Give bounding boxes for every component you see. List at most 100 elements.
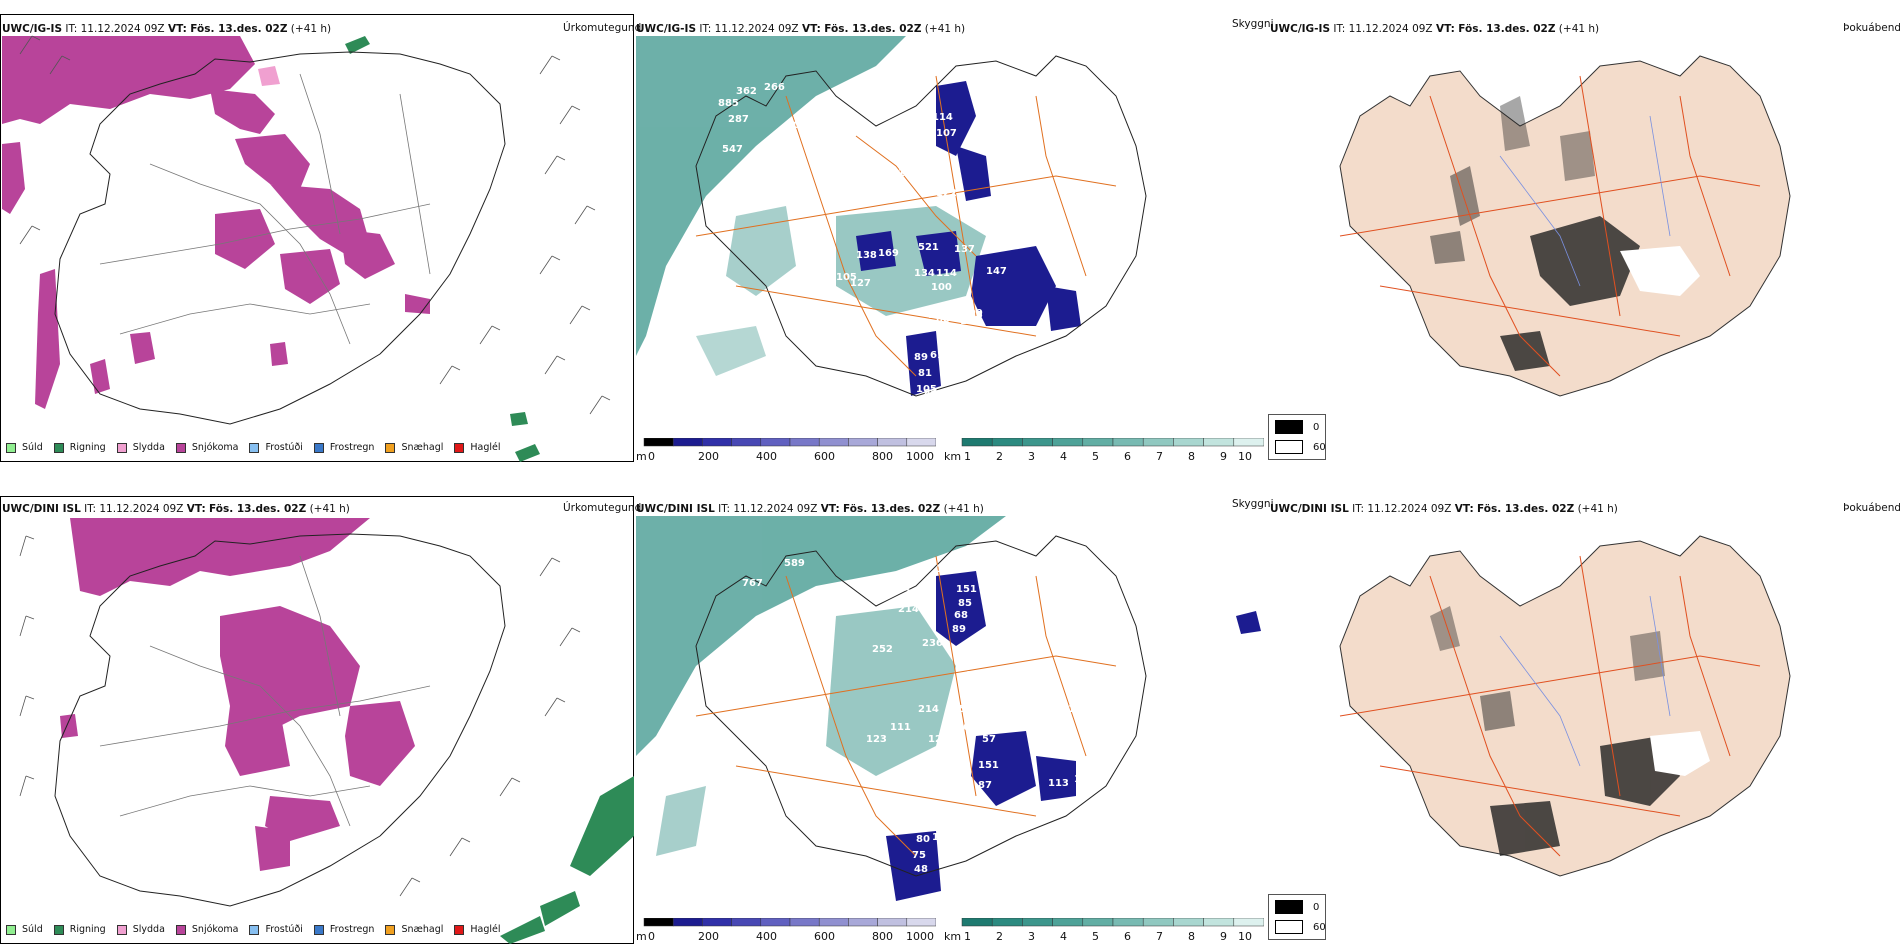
cloudbase-value-label: 91: [1118, 704, 1132, 715]
cloudbase-value-label: 89: [952, 624, 966, 635]
cloudbase-value-label: 134: [914, 268, 935, 279]
fog-legend-label: 0: [1313, 421, 1320, 433]
legend-item-frostudi: Frostúði: [249, 924, 303, 935]
colorbar-swatch: [1173, 918, 1204, 927]
cloudbase-value-label: 129: [912, 174, 933, 185]
top-fog-map: [1339, 55, 1791, 397]
lead-time: (+41 h): [943, 503, 984, 515]
colorbar-tick: 4: [1060, 450, 1067, 463]
cloudbase-value-label: 138: [856, 250, 877, 261]
top-fog-header: UWC/IG-IS IT: 11.12.2024 09Z VT: Fös. 13…: [1270, 22, 1599, 36]
roads: [695, 555, 1117, 857]
fog-dark: [1430, 606, 1680, 856]
fog-legend-label: 60: [1313, 441, 1326, 453]
it-value: 11.12.2024 09Z: [80, 23, 165, 35]
legend-label: Frostregn: [329, 442, 375, 453]
colorbar-tick: 7: [1156, 450, 1163, 463]
colorbar-swatch: [760, 438, 791, 447]
cloudbase-value-label: 91: [976, 648, 990, 659]
cloudbase-value-label: 885: [718, 98, 739, 109]
colorbar-tick: 5: [1092, 930, 1099, 943]
cloudbase-value-label: 151: [956, 584, 977, 595]
cloudbase-value-label: 287: [728, 114, 749, 125]
it-value: 11.12.2024 09Z: [1348, 23, 1433, 35]
colorbar-swatch: [789, 438, 820, 447]
colorbar-swatch: [1112, 918, 1144, 927]
fog-white: [1650, 731, 1710, 776]
legend-item-haglel: Haglél: [454, 924, 501, 935]
roads: [99, 555, 431, 827]
legend-item-snjokoma: Snjókoma: [175, 924, 238, 935]
it-label: IT:: [1352, 503, 1365, 515]
vt-value: Fös. 13.des. 02Z: [843, 503, 941, 515]
map-frame: [0, 14, 634, 462]
colorbar-tick: 1: [964, 450, 971, 463]
bottom-colorbar-m: m 0 200 400 600 800 1000: [636, 918, 936, 944]
colorbar-swatch: [1203, 918, 1235, 927]
vt-label: VT:: [186, 503, 206, 515]
legend-label: Frostúði: [265, 924, 303, 935]
colorbar-tick: 800: [872, 450, 893, 463]
colorbar-tick: 1000: [906, 450, 934, 463]
cloudbase-value-label: 140: [960, 316, 981, 327]
colorbar-swatch: [1142, 438, 1174, 447]
roads: [695, 75, 1117, 377]
cloudbase-value-label: 114: [932, 112, 953, 123]
colorbar-m-swatches: [643, 438, 936, 447]
cloudbase-value-label: 767: [742, 578, 763, 589]
cloudbase-value-label: 252: [872, 644, 893, 655]
legend-item-slydda: Slydda: [116, 442, 165, 453]
colorbar-tick: 2: [996, 930, 1003, 943]
legend-item-rigning: Rigning: [53, 442, 106, 453]
cloudbase-value-label: 78: [926, 152, 940, 163]
fog-legend-label: 60: [1313, 921, 1326, 933]
cloudbase-value-label: 362: [736, 86, 757, 97]
cloudbase-value-label: 191: [1068, 704, 1089, 715]
it-label: IT:: [1333, 23, 1346, 35]
lead-time: (+41 h): [1558, 23, 1600, 35]
top-precip-map: [2, 35, 611, 462]
top-colorbar-m: m 0 200 400 600 800 1000: [636, 438, 936, 464]
vt-value: Fös. 13.des. 02Z: [209, 503, 307, 515]
visibility-teal: [636, 516, 1006, 856]
wind-barbs: [19, 535, 581, 897]
colorbar-swatch: [1173, 438, 1204, 447]
legend-label: Rigning: [69, 924, 106, 935]
top-precip-panel: [0, 14, 634, 462]
vt-label: VT:: [801, 23, 821, 35]
colorbar-tick: 6: [1124, 450, 1131, 463]
cloudbase-value-label: 123: [866, 734, 887, 745]
colorbar-unit: m: [636, 450, 647, 463]
vt-label: VT:: [1435, 23, 1455, 35]
top-colorbar-km: km 1 2 3 4 5 6 7 8 9 10: [944, 438, 1264, 464]
colorbar-tick: 10: [1238, 930, 1252, 943]
legend-label: Snæhagl: [401, 442, 444, 453]
cloudbase-value-label: 241: [886, 124, 907, 135]
legend-item-sudl: Súld: [6, 442, 43, 453]
roads: [99, 73, 431, 345]
cloudbase-value-label: 75: [912, 850, 926, 861]
cloudbase-value-label: 74: [1084, 112, 1098, 123]
cloudbase-value-label: 114: [936, 268, 957, 279]
cloudbase-blue: [856, 81, 1081, 396]
colorbar-swatch: [1052, 438, 1084, 447]
cloudbase-value-label: 137: [954, 244, 975, 255]
bottom-cloudbase-title: Skyggni: [1232, 498, 1274, 510]
colorbar-km-swatches: [961, 918, 1264, 927]
colorbar-swatch: [818, 438, 849, 447]
cloudbase-value-label: 81: [918, 368, 932, 379]
cloudbase-value-label: 57: [982, 734, 996, 745]
cloudbase-value-label: 125: [932, 832, 953, 843]
colorbar-tick: 200: [698, 930, 719, 943]
it-value: 11.12.2024 09Z: [714, 23, 799, 35]
coastline: [695, 55, 1147, 397]
legend-label: Snjókoma: [191, 442, 239, 453]
colorbar-tick: 2: [996, 450, 1003, 463]
colorbar-swatch: [1022, 918, 1053, 927]
cloudbase-value-label: 89: [914, 352, 928, 363]
cloudbase-value-label: 164: [956, 722, 977, 733]
coastline: [54, 51, 506, 425]
top-precip-title: Úrkomutegund: [563, 22, 642, 34]
snow-areas: [60, 518, 415, 871]
colorbar-swatch: [1112, 438, 1144, 447]
